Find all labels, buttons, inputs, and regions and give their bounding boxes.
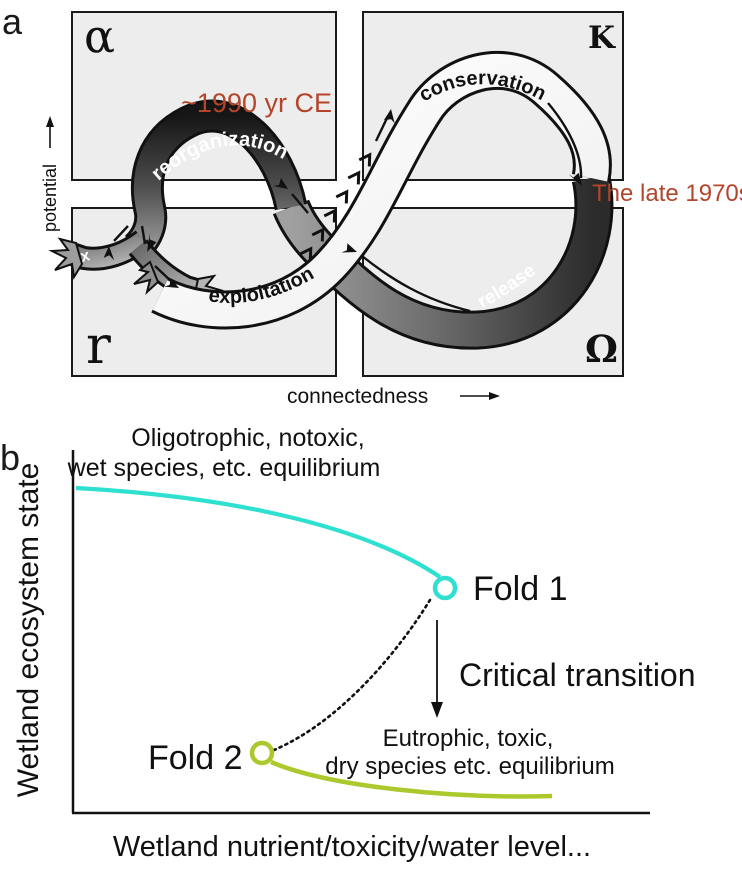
lower-state-line2: dry species etc. equilibrium (325, 753, 614, 780)
fold2-point (249, 740, 275, 766)
panel-a-label: a (2, 1, 23, 42)
growth-chevron-arrows (299, 152, 372, 261)
unstable-branch-dotted (272, 598, 432, 752)
lower-state-line1: Eutrophic, toxic, (383, 725, 554, 752)
quadrant-label-omega: Ω (585, 327, 618, 371)
exit-ribbon-torn-end (48, 237, 84, 280)
critical-transition-arrow (431, 620, 443, 718)
upper-equilibrium-curve (75, 485, 442, 579)
panel-b-label: b (0, 437, 20, 478)
critical-transition-label: Critical transition (459, 657, 696, 693)
connectedness-axis-arrow-head (489, 392, 500, 400)
fold2-label: Fold 2 (148, 739, 243, 777)
fold1-point (432, 575, 458, 601)
annotation-late-1970s: The late 1970s (592, 180, 742, 207)
growth-arrow (374, 109, 395, 142)
descent-arrow (140, 225, 157, 252)
y-axis-label: Wetland ecosystem state (12, 463, 45, 798)
quadrant-label-alpha: α (84, 9, 115, 63)
quadrant-label-K: K (588, 20, 616, 56)
exploitation-conservation-ribbon (151, 50, 612, 330)
release-arrow (341, 243, 471, 313)
panel-b: b Wetland ecosystem state Wetland nutrie… (0, 424, 696, 863)
potential-axis-label: potential (40, 164, 60, 232)
connectedness-axis: connectedness (287, 385, 500, 408)
x-axis-label: Wetland nutrient/toxicity/water level... (113, 831, 591, 863)
exit-x-label: x (79, 247, 92, 266)
potential-axis-arrow-head (46, 116, 54, 127)
fold1-label: Fold 1 (473, 570, 568, 608)
annotation-1990: ~1990 yr CE (181, 88, 332, 118)
exit-branch-arrow (103, 225, 129, 261)
quadrant-label-r: r (86, 316, 111, 376)
ribbon-fold-notch (133, 260, 160, 295)
upper-state-line2: wet species, etc. equilibrium (67, 454, 381, 482)
upper-state-line1: Oligotrophic, notoxic, (131, 424, 364, 452)
potential-axis: potential (40, 116, 60, 232)
panel-a: a α K r Ω potential connectedness (2, 1, 742, 408)
lower-equilibrium-curve (270, 759, 553, 799)
release-ribbon (272, 173, 614, 350)
reorganization-arrow (273, 177, 309, 214)
to-exploitation-arrow (154, 265, 179, 288)
reorganization-ribbon (124, 99, 308, 261)
connectedness-axis-label: connectedness (287, 385, 428, 408)
quadrant-box-alpha (71, 11, 337, 181)
conservation-arrow (547, 102, 583, 186)
